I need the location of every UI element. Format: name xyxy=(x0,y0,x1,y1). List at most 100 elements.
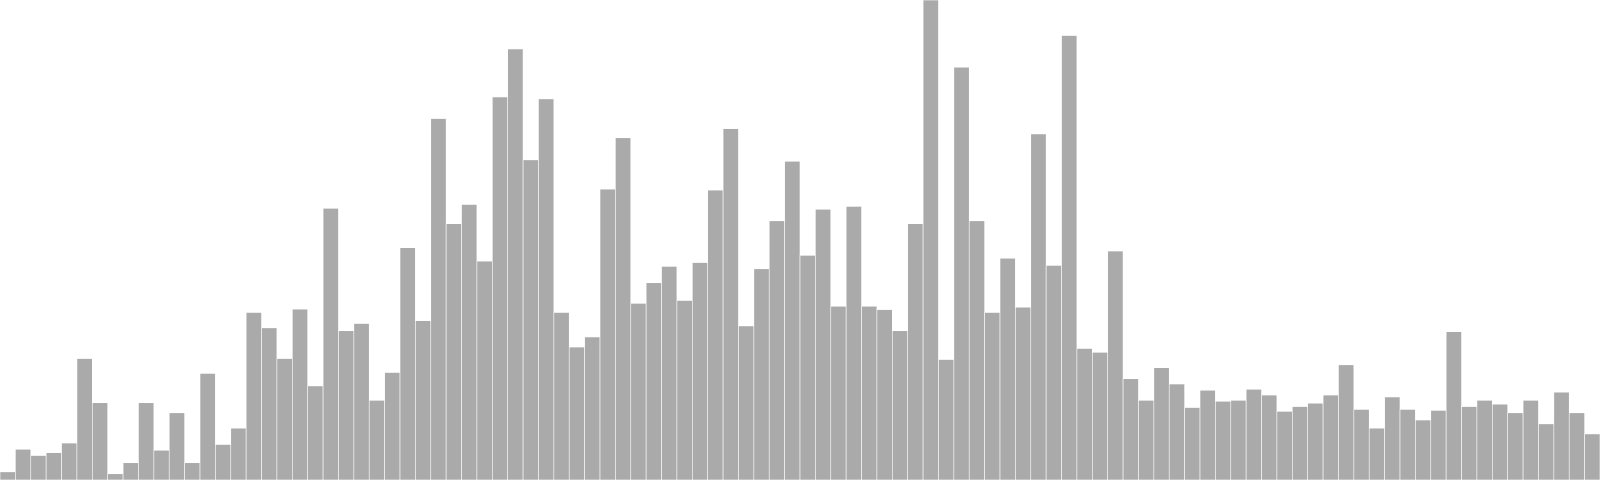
bar-91 xyxy=(1399,409,1416,480)
bar-38 xyxy=(584,336,601,480)
bar-36 xyxy=(553,312,570,480)
bar-35 xyxy=(538,98,555,480)
bar-81 xyxy=(1245,388,1262,480)
bar-0 xyxy=(0,471,16,480)
bar-4 xyxy=(61,442,78,480)
bar-60 xyxy=(922,0,939,480)
bar-8 xyxy=(122,462,139,480)
bar-55 xyxy=(845,206,862,480)
bar-78 xyxy=(1199,389,1216,480)
bar-101 xyxy=(1553,391,1570,480)
bar-12 xyxy=(184,462,201,480)
bar-80 xyxy=(1230,400,1247,480)
bar-51 xyxy=(784,160,801,480)
bar-13 xyxy=(199,373,216,480)
bar-100 xyxy=(1538,423,1555,480)
bar-33 xyxy=(507,48,524,480)
bar-25 xyxy=(384,372,401,480)
bar-62 xyxy=(953,66,970,480)
bar-10 xyxy=(153,449,170,480)
bar-37 xyxy=(568,346,585,480)
bar-29 xyxy=(445,223,462,480)
bar-15 xyxy=(230,427,247,480)
bar-65 xyxy=(999,257,1016,480)
bar-90 xyxy=(1384,396,1401,480)
bar-59 xyxy=(907,223,924,480)
bar-61 xyxy=(938,359,955,480)
bar-63 xyxy=(968,220,985,480)
bar-23 xyxy=(353,323,370,480)
bar-99 xyxy=(1522,400,1539,480)
bar-27 xyxy=(415,320,432,480)
bar-64 xyxy=(984,312,1001,480)
bar-53 xyxy=(815,208,832,480)
bar-75 xyxy=(1153,367,1170,480)
bar-1 xyxy=(15,448,32,480)
bar-19 xyxy=(292,308,308,480)
bar-48 xyxy=(738,325,755,480)
bar-43 xyxy=(661,266,678,480)
bar-89 xyxy=(1368,427,1385,480)
bar-74 xyxy=(1138,400,1155,480)
bar-82 xyxy=(1261,394,1278,480)
bar-84 xyxy=(1292,406,1308,480)
bar-28 xyxy=(430,118,447,480)
bar-79 xyxy=(1215,400,1232,480)
bar-9 xyxy=(138,402,155,480)
bar-54 xyxy=(830,305,847,480)
bar-66 xyxy=(1015,306,1032,480)
bar-46 xyxy=(707,189,724,480)
bar-85 xyxy=(1307,402,1324,480)
bar-70 xyxy=(1076,348,1093,480)
bar-45 xyxy=(692,262,708,480)
bar-73 xyxy=(1122,378,1139,480)
bar-20 xyxy=(307,385,324,480)
bar-72 xyxy=(1107,250,1124,480)
bar-18 xyxy=(276,358,293,480)
bar-32 xyxy=(492,96,508,480)
bar-76 xyxy=(1168,383,1185,480)
bar-34 xyxy=(522,159,539,480)
bar-5 xyxy=(76,358,93,480)
bar-87 xyxy=(1338,364,1355,480)
bar-39 xyxy=(599,188,616,480)
bar-77 xyxy=(1184,407,1201,480)
bar-26 xyxy=(399,247,416,480)
bar-2 xyxy=(30,455,47,480)
bar-88 xyxy=(1353,409,1370,480)
bar-14 xyxy=(215,444,232,480)
bar-6 xyxy=(92,402,108,480)
bar-16 xyxy=(245,312,262,480)
bar-71 xyxy=(1092,352,1108,480)
bar-97 xyxy=(1492,403,1508,480)
bar-50 xyxy=(768,220,785,480)
bar-69 xyxy=(1061,35,1078,480)
bar-93 xyxy=(1430,410,1447,480)
bar-21 xyxy=(322,208,339,480)
bar-22 xyxy=(338,330,355,480)
bar-47 xyxy=(722,128,739,480)
bar-56 xyxy=(861,305,878,480)
bar-94 xyxy=(1445,331,1462,480)
bar-41 xyxy=(630,303,647,480)
bar-92 xyxy=(1415,419,1432,480)
bar-68 xyxy=(1045,265,1062,480)
bar-86 xyxy=(1322,394,1339,480)
bar-67 xyxy=(1030,133,1047,480)
bar-58 xyxy=(892,330,908,480)
bar-44 xyxy=(676,300,693,480)
bar-102 xyxy=(1568,412,1585,480)
bar-42 xyxy=(645,282,662,480)
bar-31 xyxy=(476,260,493,480)
bar-3 xyxy=(45,452,62,480)
bar-40 xyxy=(615,137,632,480)
bar-98 xyxy=(1507,412,1524,480)
bar-57 xyxy=(876,309,893,480)
bar-95 xyxy=(1461,406,1478,480)
bar-103 xyxy=(1584,433,1600,480)
bar-96 xyxy=(1476,400,1493,480)
bar-49 xyxy=(753,268,770,480)
